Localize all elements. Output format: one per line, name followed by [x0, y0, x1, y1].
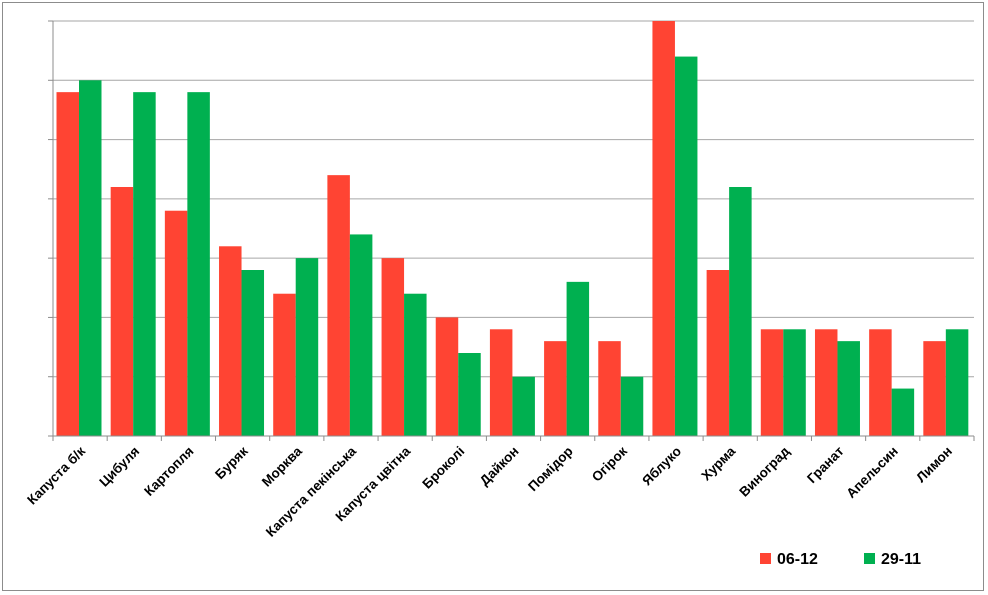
bar-29-11-8 — [512, 376, 535, 436]
x-tick-label: Броколі — [419, 444, 467, 492]
x-tick-label: Буряк — [212, 443, 251, 482]
x-tick-label: Морква — [259, 443, 305, 489]
bar-29-11-1 — [133, 92, 156, 437]
x-tick-label: Хурма — [698, 443, 738, 483]
bar-06-12-8 — [489, 329, 513, 436]
bar-06-12-16 — [923, 341, 946, 436]
x-tick-label: Помідор — [525, 444, 576, 495]
bar-29-11-15 — [891, 388, 915, 436]
bar-06-12-0 — [56, 92, 79, 437]
x-axis — [48, 20, 975, 441]
x-tick-label: Дайкон — [477, 444, 522, 489]
bar-06-12-14 — [814, 329, 838, 436]
legend-swatch-29-11 — [864, 553, 875, 564]
bar-29-11-7 — [458, 353, 481, 436]
bar-29-11-6 — [404, 293, 427, 436]
bar-29-11-0 — [79, 80, 102, 437]
bar-06-12-7 — [435, 317, 459, 436]
bar-06-12-15 — [869, 329, 892, 436]
bar-29-11-14 — [837, 341, 860, 436]
bar-29-11-12 — [729, 187, 752, 436]
x-tick-label: Капуста б/к — [24, 443, 88, 507]
bar-06-12-9 — [544, 341, 567, 436]
bar-29-11-13 — [783, 329, 806, 436]
x-tick-label: Капуста пекінська — [263, 443, 360, 540]
bar-29-11-4 — [295, 258, 319, 436]
bar-29-11-11 — [674, 56, 698, 436]
x-tick-label: Виноград — [736, 443, 792, 499]
x-tick-label: Яблуко — [639, 444, 684, 489]
bar-06-12-12 — [706, 270, 730, 436]
legend-label-06-12: 06-12 — [777, 551, 818, 568]
x-tick-label: Лимон — [913, 444, 955, 486]
legend-label-29-11: 29-11 — [881, 551, 921, 568]
bar-06-12-4 — [273, 293, 296, 436]
bar-06-12-10 — [598, 341, 621, 436]
x-tick-label: Гранат — [804, 443, 847, 486]
bar-06-12-2 — [164, 210, 188, 436]
legend-swatch-06-12 — [760, 553, 771, 564]
x-tick-label: Картопля — [141, 444, 196, 499]
x-tick-label: Цибуля — [96, 444, 142, 490]
bar-29-11-9 — [566, 281, 590, 436]
bar-29-11-2 — [187, 92, 210, 437]
x-tick-label: Огірок — [589, 443, 630, 484]
bar-29-11-10 — [620, 376, 644, 436]
bar-06-12-3 — [219, 246, 242, 436]
bars — [56, 21, 969, 437]
bar-29-11-16 — [945, 329, 969, 436]
bar-06-12-6 — [381, 258, 405, 436]
bar-29-11-5 — [349, 234, 373, 436]
legend: 06-12 29-11 — [760, 551, 921, 568]
bar-06-12-1 — [110, 187, 134, 436]
bar-06-12-5 — [327, 175, 350, 436]
bar-29-11-3 — [241, 270, 265, 436]
x-tick-label: Апельсин — [843, 444, 900, 501]
bar-06-12-11 — [652, 21, 675, 436]
bar-06-12-13 — [760, 329, 784, 436]
